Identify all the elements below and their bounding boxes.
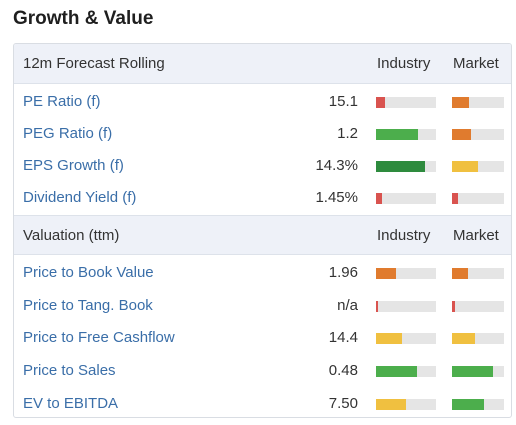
market-comparison-bar — [452, 366, 504, 377]
metric-value: 1.45% — [315, 189, 358, 206]
industry-comparison-bar — [376, 366, 436, 377]
market-comparison-bar — [452, 268, 504, 279]
market-comparison-bar — [452, 129, 504, 140]
industry-bar-fill — [376, 193, 382, 204]
market-bar-fill — [452, 129, 472, 140]
industry-bar-fill — [376, 161, 426, 172]
market-bar-fill — [452, 333, 475, 344]
industry-comparison-bar — [376, 268, 436, 279]
metric-row-ev-to-ebitda: EV to EBITDA 7.50 — [14, 389, 511, 417]
metric-value: 15.1 — [328, 93, 358, 110]
metric-link[interactable]: PE Ratio (f) — [23, 93, 101, 110]
section-title: 12m Forecast Rolling — [23, 55, 165, 72]
metric-row-price-to-sales: Price to Sales 0.48 — [14, 356, 511, 388]
metric-row-pe-ratio: PE Ratio (f) 15.1 — [14, 87, 511, 119]
industry-column-header: Industry — [377, 55, 431, 72]
metric-value: 0.48 — [328, 362, 358, 379]
metric-link[interactable]: Price to Book Value — [23, 264, 154, 281]
industry-comparison-bar — [376, 333, 436, 344]
market-bar-fill — [452, 268, 469, 279]
industry-bar-fill — [376, 129, 418, 140]
market-comparison-bar — [452, 301, 504, 312]
metric-value: 14.3% — [315, 157, 358, 174]
industry-bar-fill — [376, 301, 378, 312]
market-bar-fill — [452, 366, 494, 377]
metric-row-eps-growth: EPS Growth (f) 14.3% — [14, 151, 511, 183]
metric-row-price-to-tang-book: Price to Tang. Book n/a — [14, 291, 511, 323]
market-comparison-bar — [452, 399, 504, 410]
industry-bar-fill — [376, 97, 385, 108]
market-comparison-bar — [452, 97, 504, 108]
industry-bar-fill — [376, 399, 406, 410]
growth-value-panel: 12m Forecast Rolling Industry Market PE … — [13, 43, 512, 418]
section-header-valuation: Valuation (ttm) Industry Market — [14, 215, 511, 255]
metric-link[interactable]: PEG Ratio (f) — [23, 125, 113, 142]
metric-value: n/a — [337, 297, 358, 314]
metric-link[interactable]: Dividend Yield (f) — [23, 189, 137, 206]
section-title: Valuation (ttm) — [23, 227, 120, 244]
metric-value: 1.96 — [328, 264, 358, 281]
market-comparison-bar — [452, 161, 504, 172]
industry-bar-fill — [376, 366, 417, 377]
metric-link[interactable]: Price to Tang. Book — [23, 297, 153, 314]
market-bar-fill — [452, 161, 478, 172]
metric-link[interactable]: EV to EBITDA — [23, 395, 119, 412]
market-comparison-bar — [452, 333, 504, 344]
section-header-forecast: 12m Forecast Rolling Industry Market — [14, 44, 511, 84]
industry-bar-fill — [376, 333, 402, 344]
metric-row-price-to-free-cashflow: Price to Free Cashflow 14.4 — [14, 323, 511, 355]
metric-row-dividend-yield: Dividend Yield (f) 1.45% — [14, 183, 511, 215]
metric-link[interactable]: EPS Growth (f) — [23, 157, 124, 174]
industry-comparison-bar — [376, 97, 436, 108]
market-comparison-bar — [452, 193, 504, 204]
metric-value: 1.2 — [337, 125, 358, 142]
market-column-header: Market — [453, 227, 499, 244]
metric-row-price-to-book: Price to Book Value 1.96 — [14, 258, 511, 290]
market-column-header: Market — [453, 55, 499, 72]
market-bar-fill — [452, 193, 459, 204]
industry-comparison-bar — [376, 193, 436, 204]
metric-value: 14.4 — [328, 329, 358, 346]
metric-link[interactable]: Price to Sales — [23, 362, 116, 379]
industry-column-header: Industry — [377, 227, 431, 244]
industry-comparison-bar — [376, 399, 436, 410]
market-bar-fill — [452, 97, 470, 108]
widget-title: Growth & Value — [13, 8, 154, 29]
metric-value: 7.50 — [328, 395, 358, 412]
metric-link[interactable]: Price to Free Cashflow — [23, 329, 175, 346]
market-bar-fill — [452, 399, 485, 410]
industry-bar-fill — [376, 268, 396, 279]
market-bar-fill — [452, 301, 456, 312]
metric-row-peg-ratio: PEG Ratio (f) 1.2 — [14, 119, 511, 151]
industry-comparison-bar — [376, 129, 436, 140]
industry-comparison-bar — [376, 301, 436, 312]
industry-comparison-bar — [376, 161, 436, 172]
